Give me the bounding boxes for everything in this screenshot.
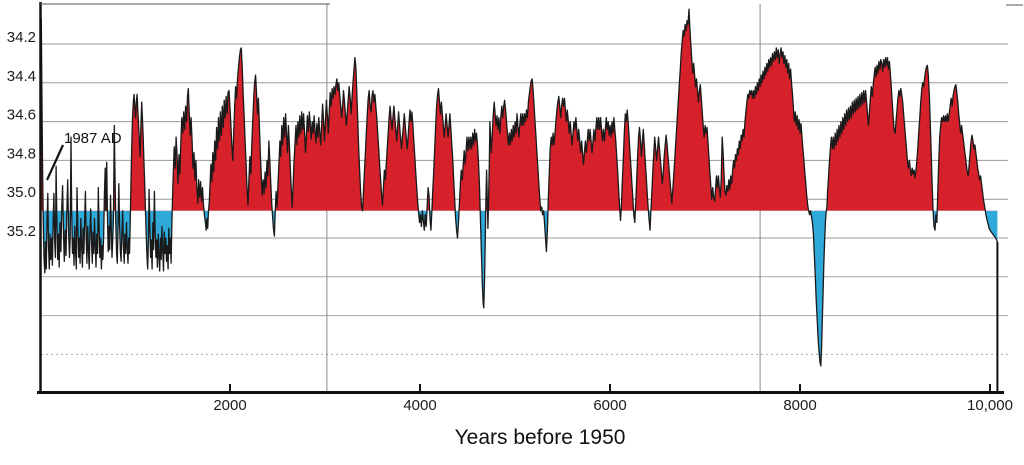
- warm-area: [40, 9, 998, 211]
- y-tick-label: 34.6: [7, 107, 36, 124]
- x-tick-label: 2000: [213, 397, 246, 414]
- x-axis-title: Years before 1950: [454, 426, 626, 449]
- annotation-arrow: [45, 144, 65, 181]
- x-tick-label: 8000: [783, 397, 816, 414]
- x-tick-label: 6000: [593, 397, 626, 414]
- y-tick-label: 35.0: [7, 184, 36, 201]
- y-tick-label: 35.2: [7, 223, 36, 240]
- x-tick-label: 4000: [403, 397, 436, 414]
- y-tick-label: 34.4: [7, 68, 36, 85]
- y-tick-label: 34.8: [7, 145, 36, 162]
- data-line: [39, 8, 998, 367]
- annotation-1987: 1987 AD: [64, 130, 122, 147]
- y-tick-label: 34.2: [7, 29, 36, 46]
- x-tick-label: 10,000: [967, 397, 1013, 414]
